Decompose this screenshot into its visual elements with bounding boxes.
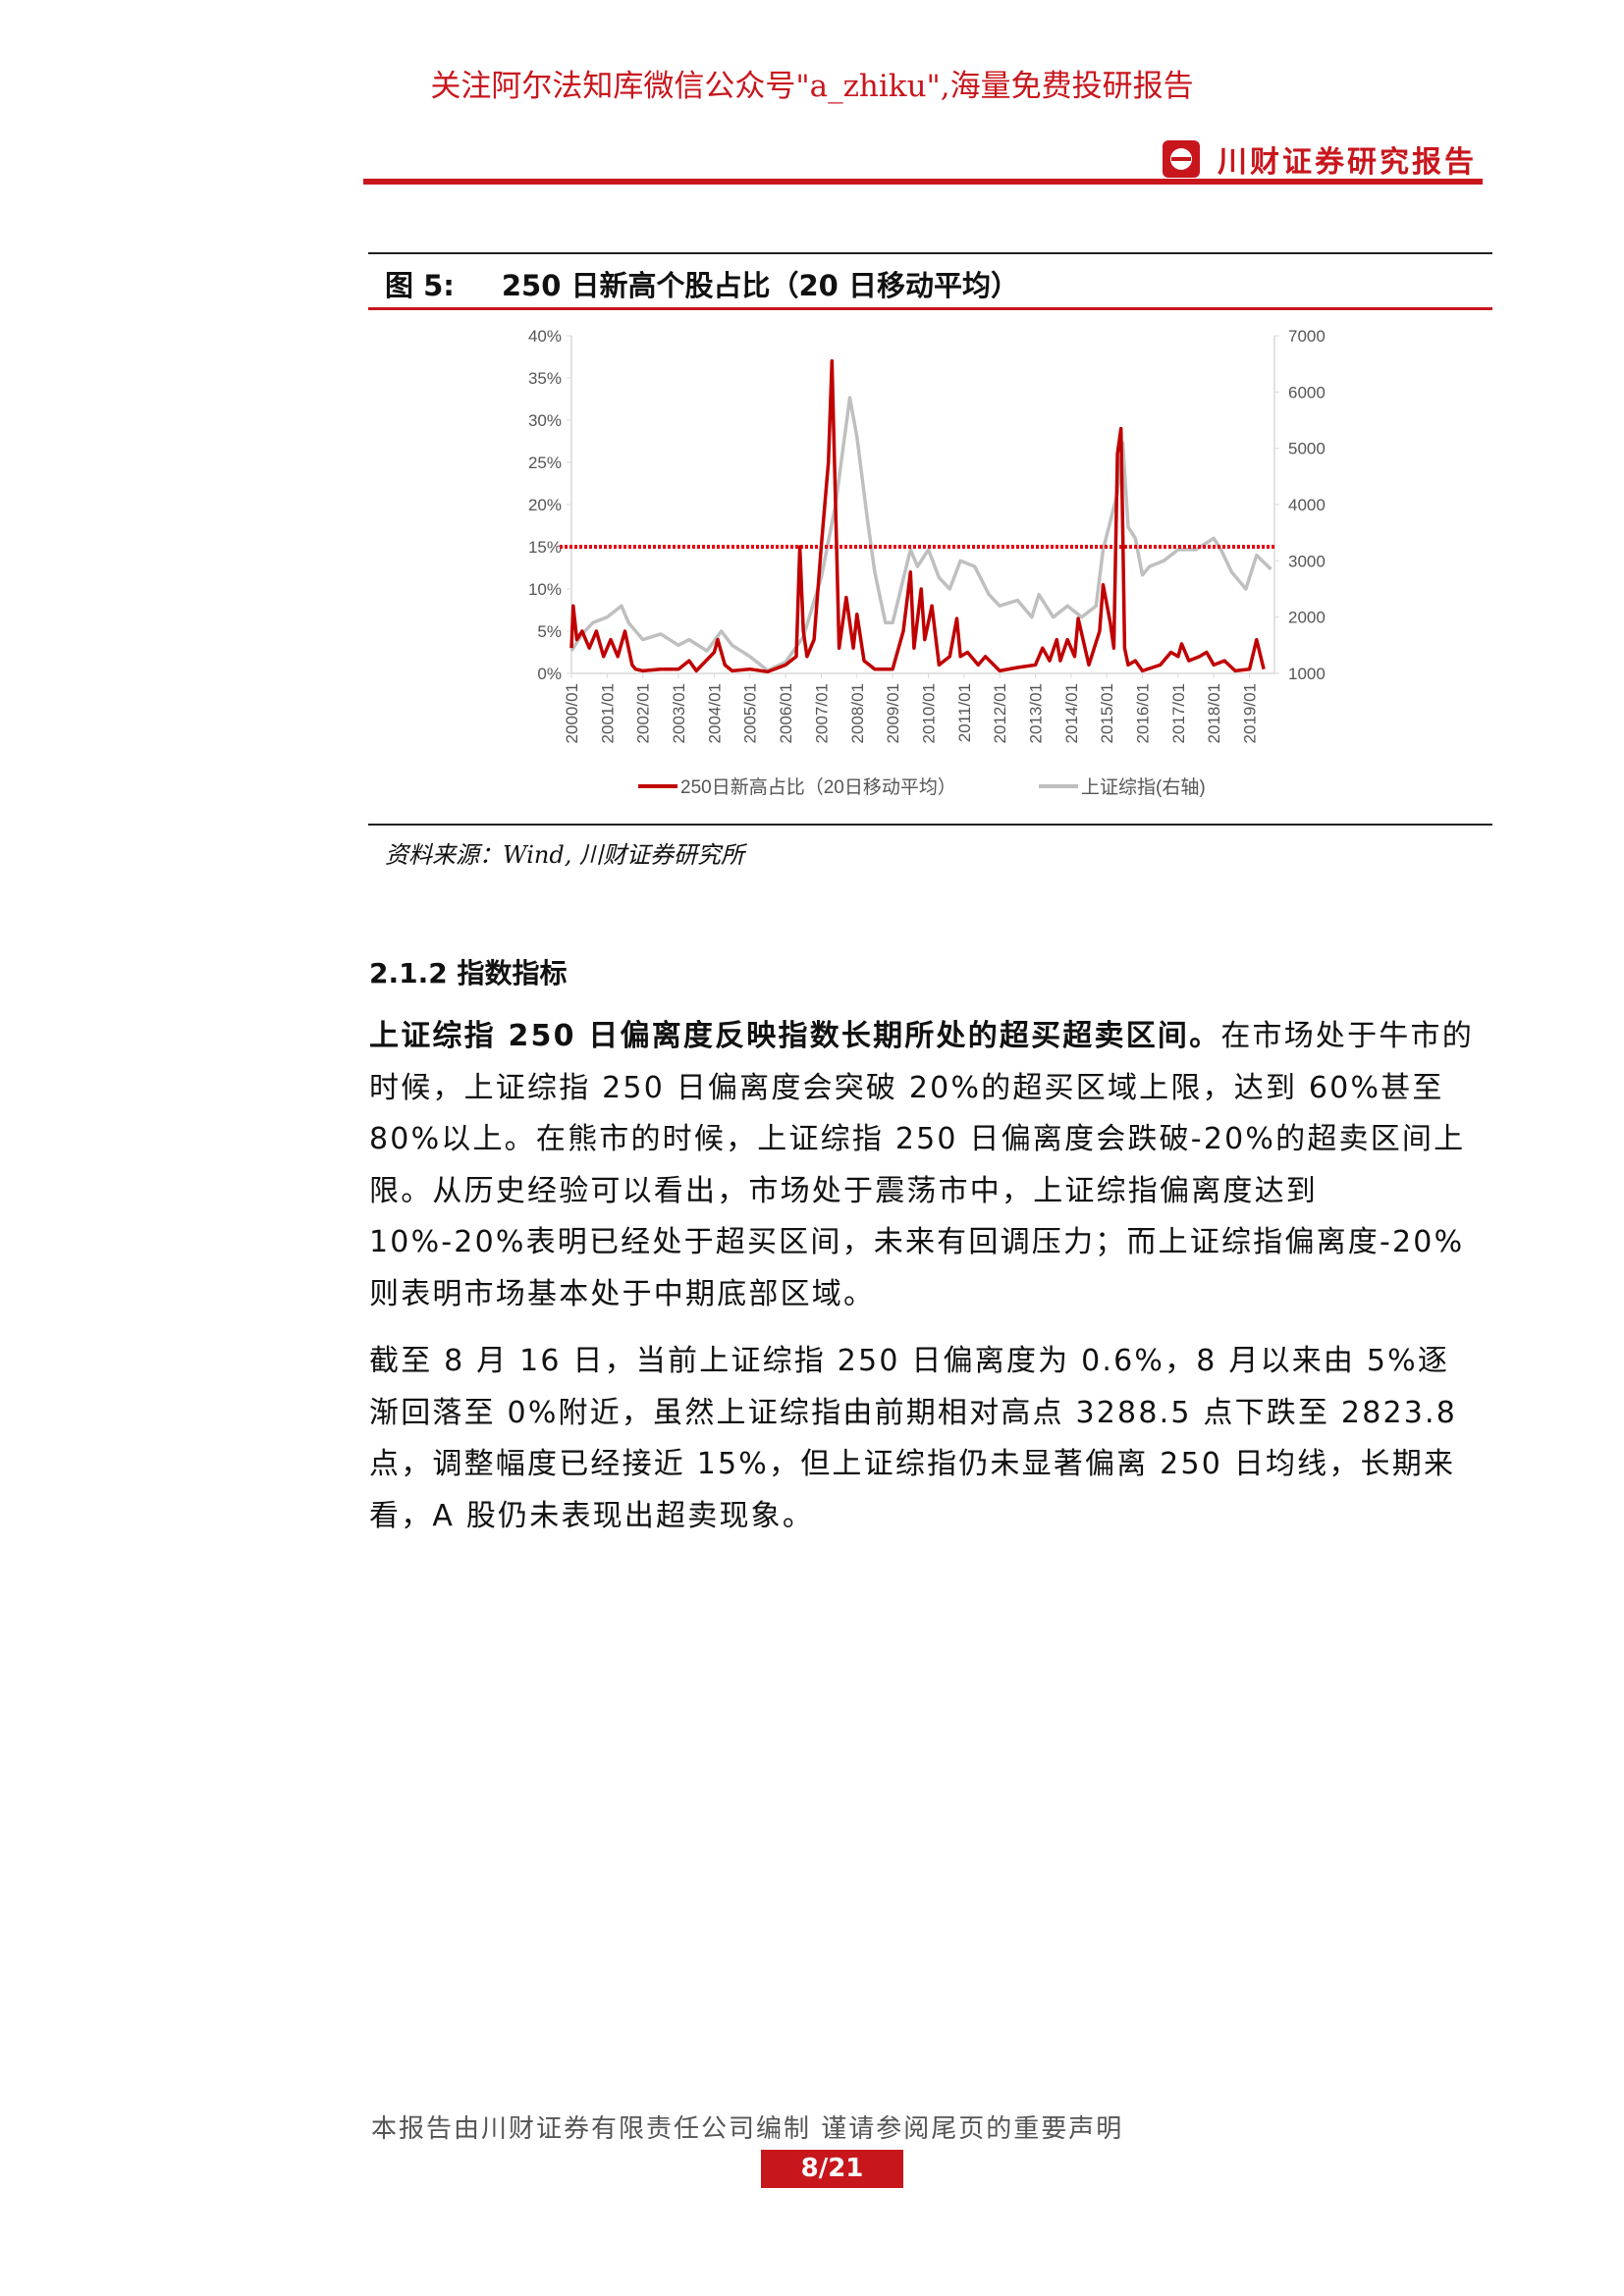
series-line-index	[569, 396, 1272, 672]
left-tick-label: 10%	[528, 580, 562, 599]
paragraph-1: 上证综指 250 日偏离度反映指数长期所处的超买超卖区间。在市场处于牛市的时候，…	[369, 1011, 1479, 1320]
line-chart: 0% 5% 10% 15% 20% 25% 30% 35% 40% 1000 2000 3000 400…	[528, 327, 1326, 798]
left-tick-label: 40%	[528, 327, 562, 346]
x-tick-label: 2001/01	[598, 683, 617, 743]
left-tick-label: 15%	[528, 538, 562, 557]
right-tick-label: 5000	[1288, 440, 1326, 458]
section-heading: 2.1.2 指数指标	[369, 957, 568, 989]
x-tick-label: 2004/01	[705, 683, 724, 743]
left-tick-label: 30%	[528, 411, 562, 430]
legend-label-new-high: 250日新高占比（20日移动平均）	[680, 776, 956, 798]
left-tick-label: 20%	[528, 496, 562, 514]
paragraph-2: 截至 8 月 16 日，当前上证综指 250 日偏离度为 0.6%，8 月以来由…	[369, 1344, 1458, 1533]
x-tick-label: 2005/01	[741, 683, 760, 743]
x-tick-label: 2007/01	[812, 683, 831, 743]
page-number: 8/21	[761, 2150, 903, 2188]
paragraph-1-body: 在市场处于牛市的时候，上证综指 250 日偏离度会突破 20%的超买区域上限，达…	[369, 1019, 1474, 1311]
left-tick-label: 35%	[528, 369, 562, 388]
promo-banner: 关注阿尔法知库微信公众号"a_zhiku",海量免费投研报告	[430, 69, 1194, 104]
x-tick-label: 2012/01	[991, 683, 1009, 743]
x-tick-label: 2000/01	[563, 683, 581, 743]
x-tick-label: 2003/01	[670, 683, 688, 743]
paragraph-1-lead: 上证综指 250 日偏离度反映指数长期所处的超买超卖区间。	[369, 1019, 1221, 1053]
x-tick-label: 2002/01	[634, 683, 653, 743]
left-tick-label: 0%	[537, 665, 562, 683]
x-tick-label: 2008/01	[848, 683, 867, 743]
left-tick-label: 5%	[537, 622, 562, 641]
brand-header: 川财证券研究报告	[1163, 137, 1477, 181]
figure-title-rule	[368, 307, 1492, 310]
figure-label: 图 5:	[385, 269, 455, 302]
footer-disclaimer: 本报告由川财证券有限责任公司编制 谨请参阅尾页的重要声明	[371, 2114, 1124, 2144]
brand-logo-icon	[1163, 140, 1200, 178]
left-tick-label: 25%	[528, 454, 562, 472]
x-tick-label: 2018/01	[1205, 683, 1223, 743]
x-tick-label: 2015/01	[1098, 683, 1116, 743]
figure-bottom-rule	[368, 824, 1492, 826]
right-tick-label: 1000	[1288, 665, 1326, 683]
right-tick-label: 6000	[1288, 383, 1326, 401]
figure-top-rule	[368, 252, 1492, 254]
x-tick-label: 2009/01	[884, 683, 902, 743]
x-tick-label: 2019/01	[1241, 683, 1260, 743]
x-tick-label: 2011/01	[955, 683, 974, 742]
x-tick-label: 2014/01	[1062, 683, 1081, 743]
brand-name: 川财证券研究报告	[1218, 145, 1477, 180]
right-tick-label: 7000	[1288, 327, 1326, 346]
legend-label-index: 上证综指(右轴)	[1081, 776, 1206, 798]
right-tick-label: 2000	[1288, 609, 1326, 627]
figure-source: 资料来源：Wind, 川财证券研究所	[385, 841, 744, 869]
x-tick-label: 2016/01	[1134, 683, 1153, 743]
right-tick-label: 3000	[1288, 552, 1326, 570]
x-tick-label: 2010/01	[919, 683, 938, 743]
x-tick-label: 2006/01	[777, 683, 795, 743]
x-tick-label: 2013/01	[1026, 683, 1045, 743]
figure-title-text: 250 日新高个股占比（20 日移动平均）	[501, 269, 1019, 302]
series-line-new-high	[569, 359, 1266, 674]
x-tick-label: 2017/01	[1169, 683, 1188, 743]
figure-title: 图 5: 250 日新高个股占比（20 日移动平均）	[385, 263, 1066, 304]
header-divider	[363, 179, 1483, 185]
right-tick-label: 4000	[1288, 496, 1326, 514]
